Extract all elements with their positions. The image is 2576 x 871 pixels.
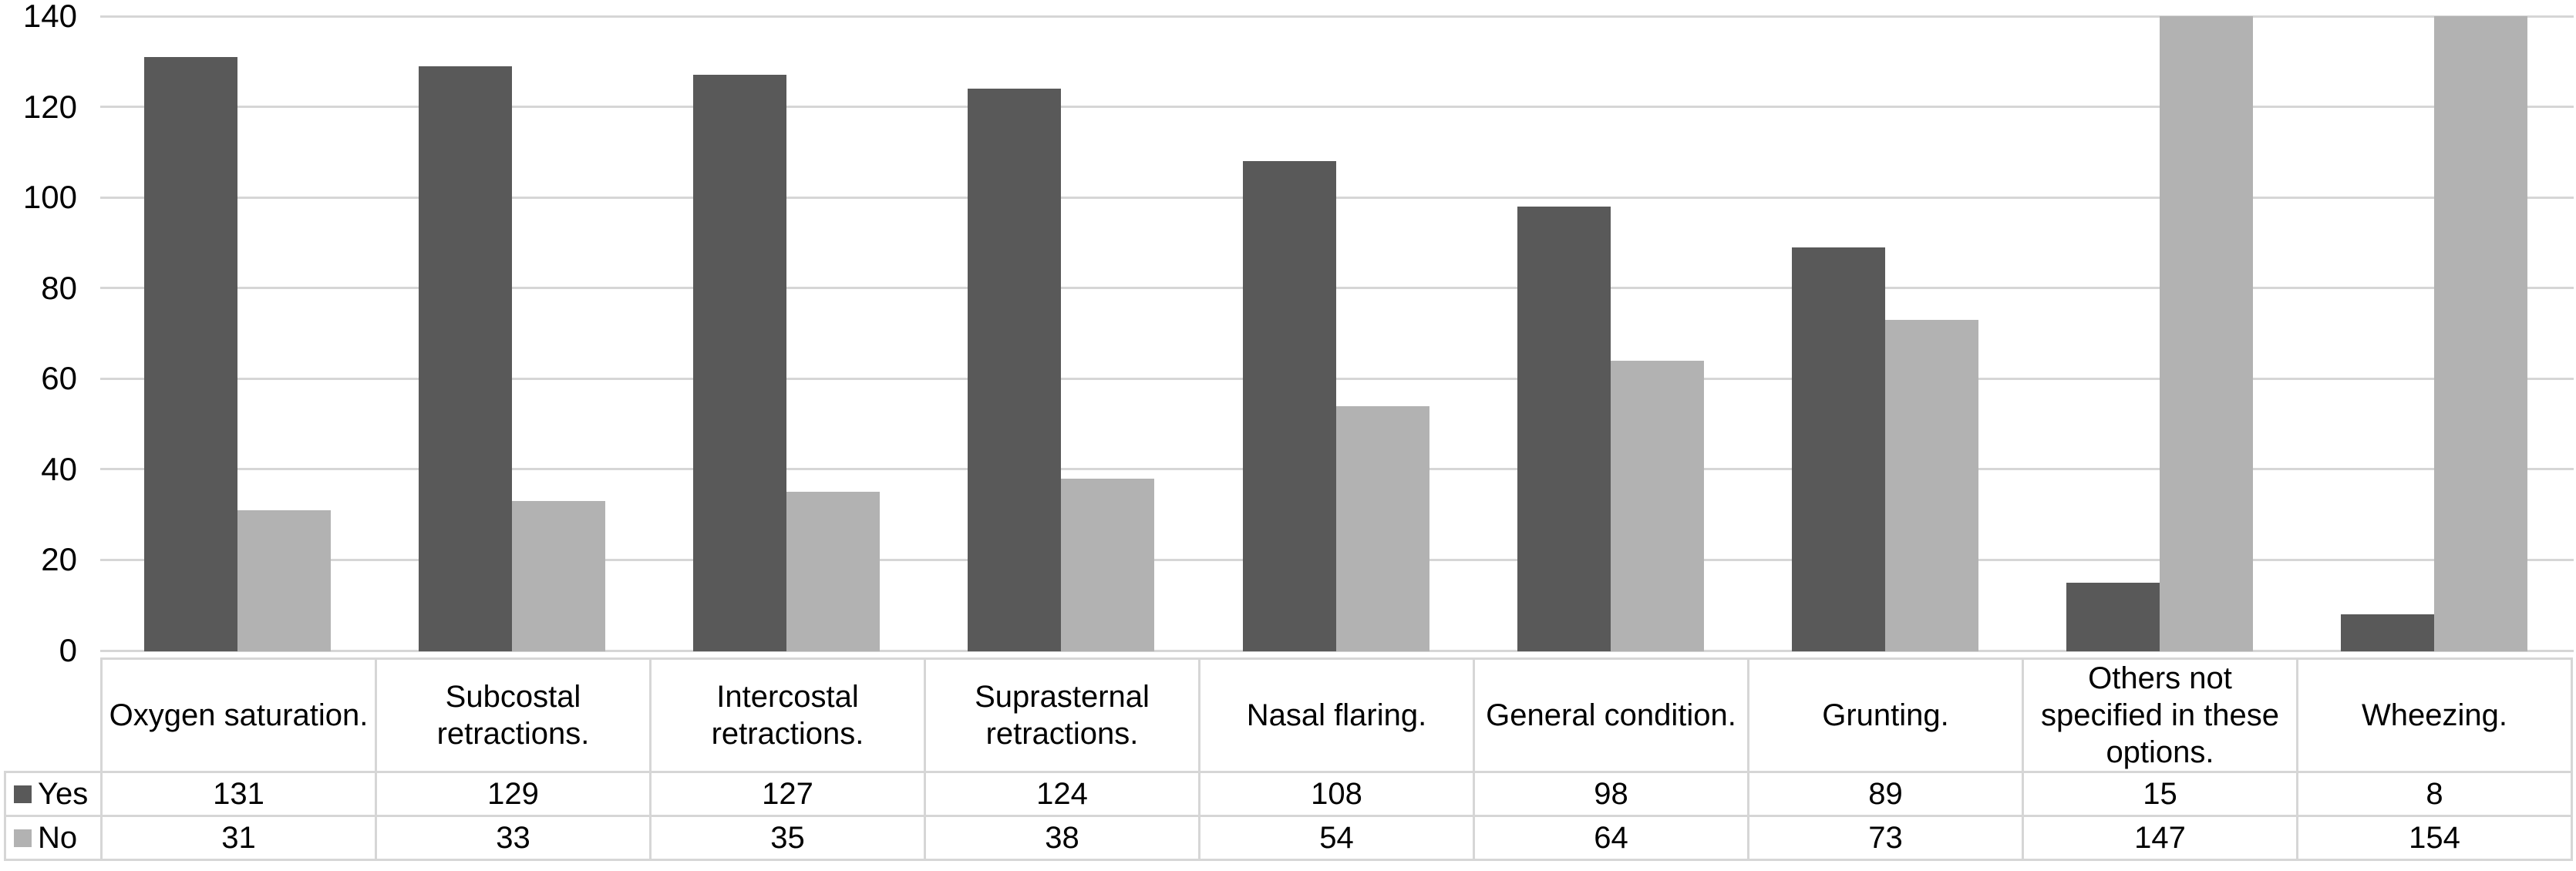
value-cell-no-1: 31 [100, 815, 377, 861]
series-legend-cell-no: No [4, 815, 103, 861]
bar-no-2 [512, 501, 605, 651]
y-axis-label-120: 120 [22, 88, 77, 125]
gridline-140 [100, 15, 2574, 18]
value-cell-no-6: 64 [1473, 815, 1749, 861]
value-cell-yes-1: 131 [100, 771, 377, 817]
category-header-cell-2: Subcostal retractions. [375, 657, 652, 773]
y-axis-label-40: 40 [41, 450, 77, 487]
bar-no-7 [1885, 320, 1978, 651]
category-header-cell-3: Intercostal retractions. [649, 657, 926, 773]
bar-yes-9 [2341, 614, 2434, 651]
bar-no-1 [237, 510, 331, 651]
category-header-cell-1: Oxygen saturation. [100, 657, 377, 773]
gridline-60 [100, 377, 2574, 380]
category-header-cell-4: Suprasternal retractions. [924, 657, 1200, 773]
bar-no-9 [2434, 16, 2527, 651]
category-header-cell-5: Nasal flaring. [1198, 657, 1475, 773]
value-cell-no-5: 54 [1198, 815, 1475, 861]
value-cell-no-4: 38 [924, 815, 1200, 861]
series-row-no: No 31 33 35 38 54 64 73 147 154 [4, 815, 2573, 861]
category-header-cell-8: Others not specified in these options. [2022, 657, 2298, 773]
yes-legend-swatch-icon [14, 785, 32, 803]
bar-yes-6 [1517, 207, 1611, 651]
value-cell-no-8: 147 [2022, 815, 2298, 861]
bar-yes-5 [1243, 161, 1336, 651]
value-cell-yes-7: 89 [1747, 771, 2024, 817]
bar-yes-3 [693, 75, 786, 651]
plot-area [100, 16, 2571, 651]
gridline-100 [100, 196, 2574, 199]
bar-no-4 [1061, 479, 1154, 651]
value-cell-yes-8: 15 [2022, 771, 2298, 817]
value-cell-no-3: 35 [649, 815, 926, 861]
y-axis-label-60: 60 [41, 360, 77, 397]
gridline-120 [100, 106, 2574, 109]
bar-yes-8 [2066, 583, 2160, 651]
no-legend-swatch-icon [14, 829, 32, 847]
value-cell-no-2: 33 [375, 815, 652, 861]
bar-no-8 [2160, 16, 2253, 651]
bar-no-5 [1336, 406, 1429, 651]
y-axis-label-20: 20 [41, 541, 77, 578]
value-cell-yes-6: 98 [1473, 771, 1749, 817]
value-cell-yes-9: 8 [2296, 771, 2573, 817]
value-cell-yes-5: 108 [1198, 771, 1475, 817]
series-name-label: No [38, 821, 78, 855]
series-legend-cell-yes: Yes [4, 771, 103, 817]
category-header-cell-6: General condition. [1473, 657, 1749, 773]
value-cell-no-9: 154 [2296, 815, 2573, 861]
table-header-row: Oxygen saturation. Subcostal retractions.… [5, 657, 2573, 773]
y-axis-label-80: 80 [41, 269, 77, 306]
category-header-cell-9: Wheezing. [2296, 657, 2573, 773]
data-table: Oxygen saturation. Subcostal retractions.… [4, 657, 2573, 861]
bar-yes-2 [419, 66, 512, 651]
bar-yes-1 [144, 57, 237, 651]
value-cell-no-7: 73 [1747, 815, 2024, 861]
category-header-cell-7: Grunting. [1747, 657, 2024, 773]
bar-yes-4 [968, 89, 1061, 651]
value-cell-yes-4: 124 [924, 771, 1200, 817]
bar-no-3 [786, 492, 880, 651]
value-cell-yes-2: 129 [375, 771, 652, 817]
table-corner-cell [5, 658, 103, 773]
y-axis-label-100: 100 [22, 179, 77, 216]
bar-no-6 [1611, 361, 1704, 651]
y-axis-label-140: 140 [22, 0, 77, 34]
gridline-80 [100, 287, 2574, 290]
series-name-label: Yes [38, 777, 89, 811]
series-row-yes: Yes 131 129 127 124 108 98 89 15 8 [4, 771, 2573, 817]
bar-yes-7 [1792, 247, 1885, 651]
value-cell-yes-3: 127 [649, 771, 926, 817]
